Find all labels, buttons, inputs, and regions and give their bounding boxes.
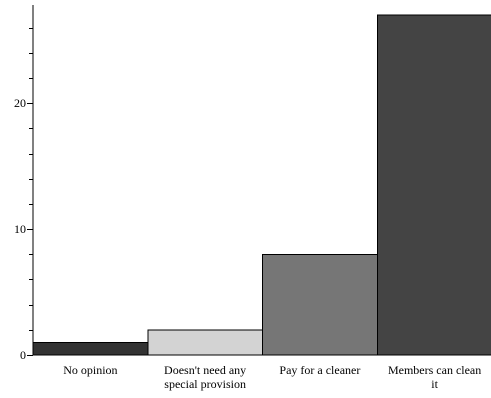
- y-tick-label: 0: [20, 348, 26, 362]
- bar: [262, 253, 378, 356]
- x-category-label-line: Doesn't need any: [164, 363, 246, 377]
- x-category-label-line: Pay for a cleaner: [279, 363, 360, 377]
- y-tick-label: 20: [14, 96, 26, 110]
- x-category-label: No opinion: [63, 363, 117, 377]
- bar: [147, 329, 263, 356]
- bar: [376, 14, 491, 356]
- x-category-label-line: special provision: [164, 377, 246, 391]
- x-category-label: Doesn't need any special provision: [164, 363, 246, 391]
- category-labels-group: No opinion Doesn't need any special provis…: [63, 363, 481, 391]
- x-category-label-line: Members can clean: [388, 363, 481, 377]
- x-category-label-line: it: [431, 377, 438, 391]
- y-tick-label: 10: [14, 222, 26, 236]
- bar: [32, 341, 149, 356]
- x-category-label: Pay for a cleaner: [279, 363, 360, 377]
- y-ticks-group: 0 10 20: [14, 28, 33, 362]
- x-category-label-line: No opinion: [63, 363, 117, 377]
- x-category-label: Members can clean it: [388, 363, 481, 391]
- bars-group: [32, 14, 491, 356]
